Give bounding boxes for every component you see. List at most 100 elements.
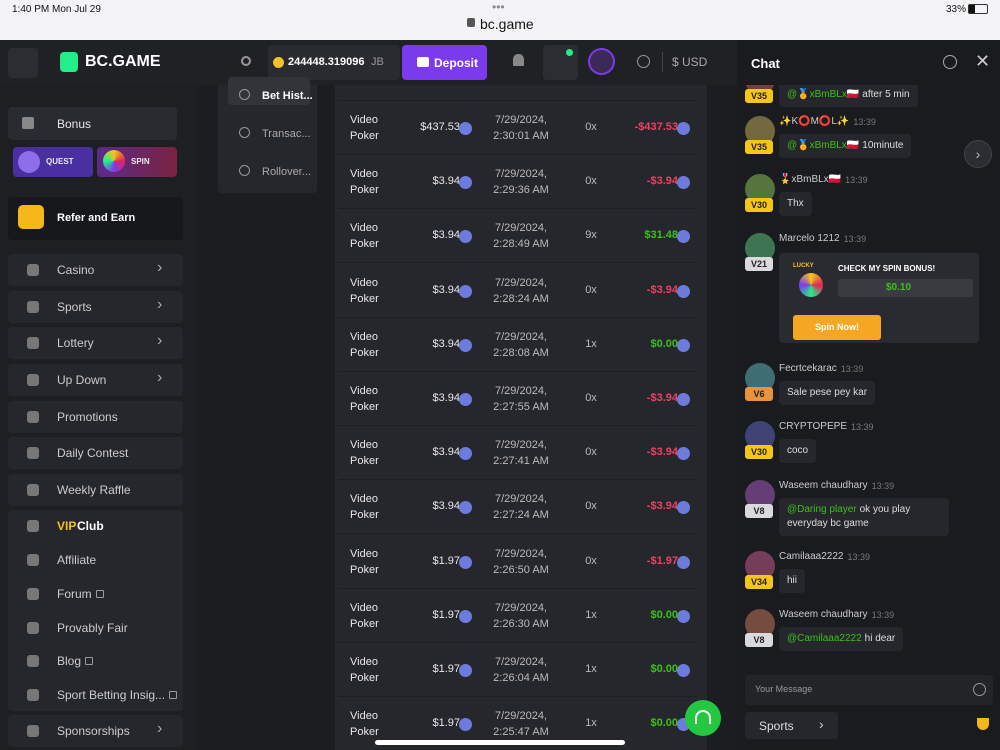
menu-label[interactable]: Blog: [57, 654, 82, 668]
quest-button[interactable]: QUEST: [13, 147, 93, 177]
lucky-wheel: [799, 273, 823, 297]
support-button[interactable]: [685, 700, 721, 736]
chat-bubble: @🏅xBmBLx🇵🇱 after 5 min: [779, 85, 918, 107]
refer-label: Refer and Earn: [57, 212, 136, 224]
profit: -$3.94: [646, 446, 678, 459]
status-time: 1:40 PM: [12, 4, 50, 15]
bet-row: [338, 372, 697, 426]
card-amount: $0.10: [886, 282, 912, 293]
close-icon[interactable]: ✕: [975, 51, 991, 71]
menu-label[interactable]: Casino: [57, 263, 95, 277]
multiplier: 1x: [585, 663, 597, 675]
menu-label[interactable]: Weekly Raffle: [57, 483, 131, 497]
amount-box: $0.10: [838, 279, 973, 297]
coin: [273, 57, 284, 68]
game: Video Poker: [350, 168, 379, 197]
menu-label[interactable]: Forum: [57, 587, 92, 601]
menu-label[interactable]: Promotions: [57, 410, 118, 424]
spin-now[interactable]: Spin Now!: [793, 315, 881, 340]
chat-user: 🎖️xBmBLx🇵🇱: [779, 174, 842, 185]
bet-row: [338, 209, 697, 264]
deposit-button[interactable]: Deposit: [402, 45, 487, 80]
balance-box[interactable]: 244448.319096 JB: [268, 45, 400, 80]
menu-label[interactable]: Club: [77, 519, 104, 533]
menu-label[interactable]: Daily Contest: [57, 446, 129, 460]
chat-button[interactable]: [543, 45, 578, 80]
battery-text: 33%: [946, 4, 967, 15]
menu-label[interactable]: Sport Betting Insig...: [57, 688, 166, 702]
amount: $3.94: [432, 392, 460, 404]
game: Video Poker: [350, 710, 379, 739]
spin-card: LUCKY CHECK MY SPIN BONUS! $0.10 Spin Now!: [779, 253, 979, 343]
multiplier: 1x: [585, 717, 597, 730]
trophy[interactable]: [977, 718, 989, 730]
eth-coin: [677, 284, 690, 298]
multiplier: 0x: [585, 500, 597, 513]
menu-label[interactable]: Up Down: [57, 373, 107, 387]
tab-label[interactable]: Transac...: [262, 128, 311, 140]
spin-button[interactable]: SPIN: [97, 147, 177, 177]
eth-coin: [459, 393, 472, 406]
tab-icon: [239, 165, 250, 176]
next-arrow[interactable]: ›: [964, 140, 992, 168]
chat-time: 13:39: [843, 234, 867, 244]
profit: $0.00: [650, 608, 678, 621]
time: 7/29/2024, 2:29:36 AM: [493, 168, 549, 197]
sports-tab[interactable]: Sports ›: [745, 712, 838, 739]
message-input[interactable]: Your Message: [745, 675, 993, 705]
divider: [662, 52, 663, 72]
external-icon: [85, 657, 94, 665]
multiplier: 1x: [585, 337, 597, 350]
chat-user: CRYPTOPEPE: [779, 421, 847, 432]
avatar[interactable]: [588, 48, 615, 75]
search-icon[interactable]: [241, 56, 251, 66]
menu-icon: [27, 337, 39, 349]
menu-icon: [27, 264, 39, 276]
time: 7/29/2024, 2:30:01 AM: [493, 114, 549, 142]
refer-box[interactable]: Refer and Earn: [8, 197, 183, 240]
menu-label[interactable]: Sponsorships: [57, 724, 130, 738]
bell[interactable]: [513, 54, 524, 66]
menu-icon: [27, 554, 39, 566]
external-icon: [95, 590, 104, 598]
menu-label[interactable]: Lottery: [57, 336, 94, 350]
chat-time: 13:39: [840, 364, 864, 374]
multiplier: 1x: [585, 608, 597, 621]
menu-label[interactable]: Provably Fair: [57, 621, 128, 635]
sidebar: Bonus QUEST SPIN Refer and Earn Casino › Sport…: [0, 40, 195, 750]
globe[interactable]: [637, 55, 650, 68]
fiat[interactable]: $ USD: [672, 55, 708, 69]
eth-coin: [459, 230, 472, 244]
menu-label[interactable]: Sports: [57, 300, 92, 314]
mention: @🏅xBmBLx🇵🇱: [787, 140, 860, 151]
menu-button[interactable]: [8, 48, 38, 78]
amount: $3.94: [432, 229, 460, 242]
amount: $1.97: [432, 663, 460, 675]
tab-label[interactable]: Rollover...: [262, 166, 311, 178]
eth-coin: [677, 609, 690, 623]
status-bar: 1:40 PM Mon Jul 29 ••• bc.game 33%: [0, 0, 1000, 40]
quest-label: QUEST: [46, 157, 74, 166]
chat-body: V35 @🏅xBmBLx🇵🇱 after 5 min V35 ✨K⭕M⭕L✨ 13:39 @…: [737, 85, 1000, 665]
lock: [467, 18, 475, 27]
amount: $3.94: [432, 500, 460, 513]
chat-panel: Chat ✕ V35 @🏅xBmBLx🇵🇱 after 5 min V35 ✨K⭕M⭕L…: [737, 40, 1000, 750]
eth-coin: [677, 338, 690, 352]
bonus-box[interactable]: Bonus: [8, 107, 177, 140]
menu-icon: [27, 689, 39, 701]
quest-icon: [18, 151, 40, 173]
tab-label[interactable]: Bet Hist...: [262, 90, 313, 102]
info-icon[interactable]: [943, 55, 957, 69]
chat-text: hii: [787, 575, 798, 586]
bet-row: [338, 589, 697, 643]
menu-arrow: ›: [157, 332, 163, 349]
amount: $3.94: [432, 175, 460, 188]
eth-coin: [677, 501, 690, 515]
currency: JB: [371, 56, 384, 68]
eth-coin: [459, 338, 472, 352]
game: Video Poker: [350, 222, 379, 251]
menu-highlight[interactable]: VIP: [57, 519, 77, 533]
menu-icon: [27, 374, 39, 386]
emoji-icon[interactable]: [973, 683, 986, 696]
menu-label[interactable]: Affiliate: [57, 553, 97, 567]
